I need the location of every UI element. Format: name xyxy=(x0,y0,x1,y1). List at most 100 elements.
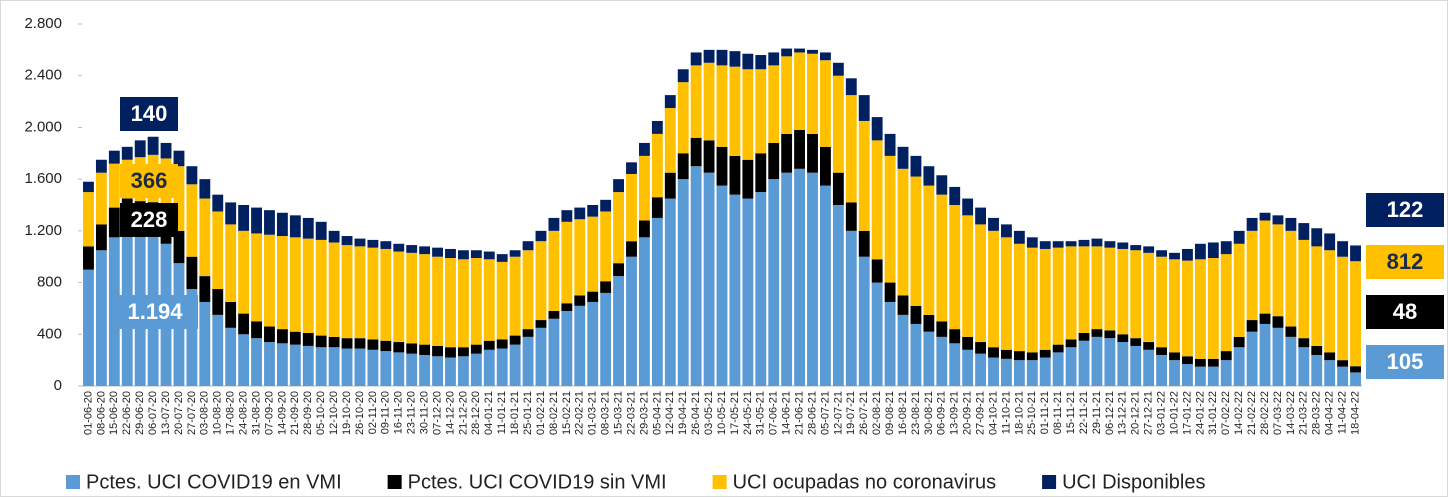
bar-segment xyxy=(690,166,702,386)
y-tick-label: 800 xyxy=(37,274,62,291)
bar-segment xyxy=(1130,250,1142,339)
bar-segment xyxy=(134,140,146,158)
bar-segment xyxy=(664,95,676,109)
bar-segment xyxy=(1285,336,1297,386)
bar-segment xyxy=(1001,224,1012,238)
bar-segment xyxy=(445,347,456,358)
bar-segment xyxy=(483,340,495,350)
bar-segment xyxy=(535,241,547,321)
x-tick-label: 24-05-21 xyxy=(742,391,754,435)
callout-label: 812 xyxy=(1387,249,1424,274)
bar-segment xyxy=(832,62,844,76)
bar-segment xyxy=(199,179,211,199)
bar-segment xyxy=(626,241,637,257)
x-tick-label: 21-02-22 xyxy=(1246,391,1258,435)
bar-segment xyxy=(251,233,262,322)
bar-segment xyxy=(1013,243,1025,352)
bar-segment xyxy=(1207,366,1219,386)
bar-segment xyxy=(238,230,250,314)
x-tick-label: 18-04-22 xyxy=(1349,391,1361,435)
x-tick-label: 08-03-21 xyxy=(600,391,612,435)
x-tick-label: 07-12-20 xyxy=(431,391,443,435)
bar-segment xyxy=(457,356,469,386)
x-tick-label: 12-07-21 xyxy=(832,391,844,435)
bar-segment xyxy=(1078,340,1090,386)
bar-segment xyxy=(1337,360,1349,367)
bar-segment xyxy=(212,314,224,386)
bar-segment xyxy=(445,357,456,386)
bar-segment xyxy=(1026,237,1038,248)
bar-segment xyxy=(897,314,909,386)
bar-segment xyxy=(509,256,521,336)
bar-segment xyxy=(315,347,327,386)
x-tick-label: 27-09-21 xyxy=(974,391,986,435)
bar-segment xyxy=(1039,349,1051,358)
bar-segment xyxy=(1350,245,1361,262)
bar-segment xyxy=(936,175,948,195)
legend-swatch xyxy=(387,475,402,489)
x-tick-label: 16-11-20 xyxy=(393,391,405,434)
bar-segment xyxy=(664,172,676,199)
bar-segment xyxy=(354,348,366,386)
x-tick-label: 11-04-22 xyxy=(1337,391,1349,434)
bar-segment xyxy=(574,219,586,296)
x-tick-label: 18-10-21 xyxy=(1013,391,1025,435)
bar-segment xyxy=(1130,338,1142,346)
bar-segment xyxy=(1233,243,1245,337)
bar-segment xyxy=(587,301,599,386)
bar-segment xyxy=(1246,331,1258,386)
bar-segment xyxy=(108,150,120,164)
bar-segment xyxy=(276,329,288,344)
bar-segment xyxy=(1220,360,1232,386)
bar-segment xyxy=(716,65,728,147)
bar-segment xyxy=(419,254,431,345)
x-tick-label: 29-11-21 xyxy=(1091,391,1103,434)
bar-segment xyxy=(794,168,806,386)
x-tick-label: 23-08-21 xyxy=(910,391,922,435)
bar-segment xyxy=(936,336,948,386)
bar-segment xyxy=(1311,246,1323,346)
bar-segment xyxy=(858,95,870,121)
bar-segment xyxy=(535,230,547,242)
callout-box xyxy=(1366,345,1444,379)
bar-segment xyxy=(561,210,573,222)
bar-segment xyxy=(95,250,107,386)
bar-segment xyxy=(729,194,741,386)
bar-segment xyxy=(367,339,379,350)
bar-segment xyxy=(1311,354,1323,386)
x-tick-label: 19-07-21 xyxy=(845,391,857,435)
bar-segment xyxy=(251,338,262,386)
bar-segment xyxy=(432,356,443,386)
x-tick-label: 05-10-20 xyxy=(315,391,327,435)
bar-segment xyxy=(871,140,883,260)
x-tick-label: 14-03-22 xyxy=(1285,391,1297,435)
x-tick-label: 01-03-21 xyxy=(587,391,599,435)
bar-segment xyxy=(1169,252,1180,260)
callout-box xyxy=(1366,193,1444,227)
bar-segment xyxy=(871,259,883,283)
bar-segment xyxy=(95,172,107,225)
bar-segment xyxy=(1143,342,1155,350)
callout-box xyxy=(120,164,178,198)
bar-segment xyxy=(276,343,288,386)
bar-segment xyxy=(664,198,676,386)
bar-segment xyxy=(393,352,405,386)
x-tick-label: 05-04-21 xyxy=(651,391,663,435)
x-tick-label: 23-11-20 xyxy=(406,391,418,434)
bar-segment xyxy=(1194,259,1206,359)
bar-segment xyxy=(1182,364,1193,386)
x-tick-label: 28-12-20 xyxy=(470,391,482,435)
callout-label: 228 xyxy=(131,207,168,232)
bar-segment xyxy=(1013,360,1025,386)
bar-segment xyxy=(199,198,211,277)
bar-segment xyxy=(1298,223,1310,240)
x-tick-label: 18-01-21 xyxy=(509,391,521,435)
bar-segment xyxy=(1052,241,1064,248)
x-tick-label: 31-08-20 xyxy=(250,391,262,435)
bar-segment xyxy=(651,133,663,198)
bar-segment xyxy=(1169,360,1180,386)
bar-segment xyxy=(574,207,586,220)
bar-segment xyxy=(354,238,366,247)
bar-segment xyxy=(820,185,831,386)
bar-segment xyxy=(910,176,922,306)
